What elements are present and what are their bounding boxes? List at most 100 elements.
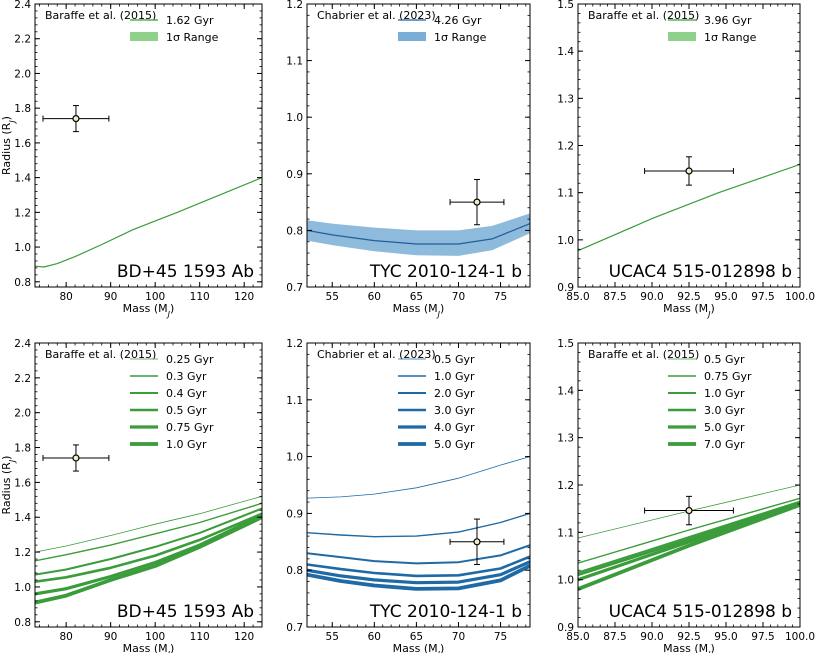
y-tick-label: 0.8 bbox=[14, 277, 31, 289]
x-tick-label: 65 bbox=[410, 631, 423, 643]
series-line-6 bbox=[35, 515, 262, 605]
y-tick-label: 1.1 bbox=[557, 188, 574, 200]
y-tick-label: 1.2 bbox=[286, 338, 303, 350]
legend-entry: 7.0 Gyr bbox=[704, 438, 745, 451]
legend-entry: 1.0 Gyr bbox=[166, 438, 207, 451]
data-point bbox=[72, 114, 80, 123]
panel-title: UCAC4 515-012898 b bbox=[609, 262, 792, 282]
x-tick-label: 110 bbox=[190, 291, 210, 303]
y-tick-label: 1.2 bbox=[286, 0, 303, 11]
y-tick-label: 1.3 bbox=[557, 93, 574, 105]
axes-frame bbox=[34, 3, 263, 288]
panel-6: 85.0 87.5 90.0 92.5 95.0 97.5 100.0 0.9 1.0 1.1 1.… bbox=[557, 338, 815, 653]
y-tick-label: 1.0 bbox=[286, 112, 303, 124]
source-label: Baraffe et al. (2015) bbox=[45, 9, 156, 22]
data-point bbox=[473, 198, 481, 206]
panel-2: 55 60 65 70 75 0.7 0.8 0.9 1.0 1.1 1.2 Mass (MJ) Cha… bbox=[286, 0, 531, 319]
legend: 1.62 Gyr 1σ Range bbox=[130, 14, 219, 44]
x-tick-label: 92.5 bbox=[677, 631, 700, 643]
y-tick-label: 0.8 bbox=[286, 225, 303, 237]
x-tick-label: 90 bbox=[104, 291, 117, 303]
y-tick-label: 1.5 bbox=[557, 338, 574, 350]
legend-entry: 0.5 Gyr bbox=[434, 353, 475, 366]
source-label: Baraffe et al. (2015) bbox=[588, 348, 699, 361]
x-tick-label: 70 bbox=[452, 631, 465, 643]
legend-entry: 0.75 Gyr bbox=[704, 370, 752, 383]
x-axis-label: Mass (MJ) bbox=[393, 642, 445, 653]
data-point bbox=[685, 167, 693, 175]
x-tick-label: 60 bbox=[368, 291, 381, 303]
axes-frame bbox=[306, 3, 531, 288]
y-tick-label: 1.6 bbox=[14, 477, 31, 489]
series-line-5 bbox=[307, 560, 530, 585]
legend-swatch bbox=[130, 32, 158, 41]
legend-entry: 5.0 Gyr bbox=[704, 421, 745, 434]
series-line-6 bbox=[578, 503, 800, 591]
plot-area bbox=[307, 456, 530, 591]
x-tick-label: 100.0 bbox=[785, 631, 815, 643]
x-tick-label: 87.5 bbox=[603, 631, 626, 643]
axes-frame bbox=[306, 342, 531, 628]
y-tick-label: 2.2 bbox=[14, 373, 31, 385]
y-tick-label: 0.8 bbox=[286, 565, 303, 577]
series-line-3 bbox=[578, 500, 800, 574]
x-tick-label: 100.0 bbox=[785, 291, 815, 303]
series-line-4 bbox=[307, 555, 530, 578]
y-tick-label: 1.4 bbox=[557, 46, 574, 58]
x-tick-label: 97.5 bbox=[751, 631, 774, 643]
series-line-1 bbox=[307, 456, 530, 499]
series-line-1 bbox=[307, 223, 530, 245]
y-tick-label: 1.8 bbox=[14, 443, 31, 455]
y-tick-label: 0.9 bbox=[557, 282, 574, 294]
panel-title: UCAC4 515-012898 b bbox=[609, 602, 792, 622]
panel-5: 55 60 65 70 75 0.7 0.8 0.9 1.0 1.1 1.2 Mass (MJ) Cha… bbox=[286, 338, 531, 653]
y-tick-label: 2.0 bbox=[14, 68, 31, 80]
legend-entry: 4.26 Gyr bbox=[434, 14, 482, 27]
y-tick-label: 1.8 bbox=[14, 103, 31, 115]
x-tick-label: 65 bbox=[410, 291, 423, 303]
x-axis-label: Mass (MJ) bbox=[393, 302, 445, 319]
legend-entry: 1.0 Gyr bbox=[704, 387, 745, 400]
y-tick-label: 1.2 bbox=[14, 207, 31, 219]
y-tick-label: 0.9 bbox=[286, 508, 303, 520]
y-tick-label: 1.0 bbox=[557, 235, 574, 247]
y-axis-label: Radius (RJ) bbox=[0, 456, 17, 515]
y-tick-label: 0.9 bbox=[557, 622, 574, 634]
y-tick-label: 1.6 bbox=[14, 138, 31, 150]
legend-entry: 2.0 Gyr bbox=[434, 387, 475, 400]
x-tick-label: 110 bbox=[190, 631, 210, 643]
legend-entry: 1.0 Gyr bbox=[434, 370, 475, 383]
x-tick-label: 70 bbox=[452, 291, 465, 303]
x-axis-label: Mass (MJ) bbox=[663, 302, 715, 319]
legend: 0.5 Gyr 0.75 Gyr 1.0 Gyr 3.0 Gyr 5.0 Gyr 7.0 … bbox=[668, 353, 752, 451]
legend: 4.26 Gyr 1σ Range bbox=[398, 14, 487, 44]
y-tick-label: 1.1 bbox=[286, 56, 303, 68]
y-tick-label: 1.0 bbox=[14, 242, 31, 254]
legend-entry: 1σ Range bbox=[434, 31, 487, 44]
y-tick-label: 1.2 bbox=[557, 141, 574, 153]
legend-entry: 0.5 Gyr bbox=[166, 404, 207, 417]
y-tick-label: 1.4 bbox=[14, 512, 31, 524]
legend-swatch bbox=[668, 32, 696, 41]
x-tick-label: 55 bbox=[326, 631, 339, 643]
plot-area bbox=[578, 163, 800, 252]
x-tick-label: 75 bbox=[494, 631, 507, 643]
axes-frame bbox=[577, 342, 801, 628]
legend-entry: 1σ Range bbox=[704, 31, 757, 44]
legend-entry: 3.0 Gyr bbox=[434, 404, 475, 417]
legend-entry: 1σ Range bbox=[166, 31, 219, 44]
legend: 0.5 Gyr 1.0 Gyr 2.0 Gyr 3.0 Gyr 4.0 Gyr 5.0 G… bbox=[398, 353, 475, 451]
plot-area bbox=[35, 177, 262, 268]
x-tick-label: 55 bbox=[326, 291, 339, 303]
series-line-1 bbox=[35, 495, 262, 553]
legend-entry: 1.62 Gyr bbox=[166, 14, 214, 27]
y-tick-label: 1.0 bbox=[286, 452, 303, 464]
y-tick-label: 1.2 bbox=[557, 480, 574, 492]
series-line-2 bbox=[578, 497, 800, 564]
panel-title: BD+45 1593 Ab bbox=[117, 602, 254, 622]
legend-entry: 3.0 Gyr bbox=[704, 404, 745, 417]
y-tick-label: 1.5 bbox=[557, 0, 574, 11]
x-tick-label: 85.0 bbox=[566, 291, 589, 303]
y-tick-label: 1.2 bbox=[14, 547, 31, 559]
